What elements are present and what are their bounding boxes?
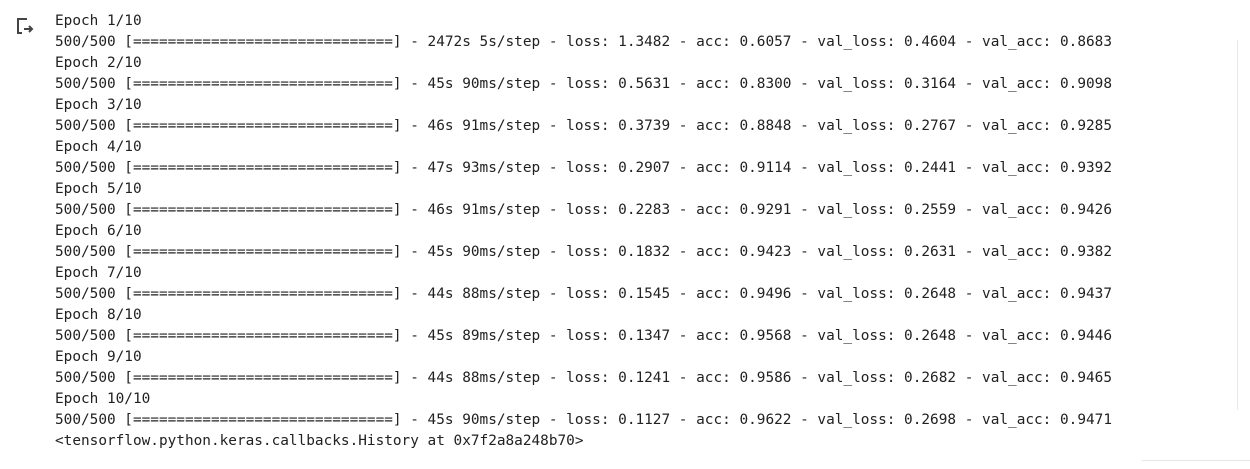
progress-line: 500/500 [==============================]… — [55, 328, 1112, 344]
progress-line: 500/500 [==============================]… — [55, 286, 1112, 302]
epoch-line: Epoch 5/10 — [55, 181, 142, 197]
epoch-line: Epoch 10/10 — [55, 391, 151, 407]
progress-line: 500/500 [==============================]… — [55, 412, 1112, 428]
progress-line: 500/500 [==============================]… — [55, 76, 1112, 92]
epoch-line: Epoch 1/10 — [55, 13, 142, 29]
epoch-line: Epoch 8/10 — [55, 307, 142, 323]
output-redirect-icon[interactable] — [13, 14, 37, 38]
epoch-line: Epoch 9/10 — [55, 349, 142, 365]
progress-line: 500/500 [==============================]… — [55, 118, 1112, 134]
epoch-line: Epoch 7/10 — [55, 265, 142, 281]
progress-line: 500/500 [==============================]… — [55, 160, 1112, 176]
progress-line: 500/500 [==============================]… — [55, 370, 1112, 386]
history-repr-line: <tensorflow.python.keras.callbacks.Histo… — [55, 433, 584, 449]
epoch-line: Epoch 4/10 — [55, 139, 142, 155]
output-scrollbar[interactable] — [1237, 40, 1250, 410]
training-log: Epoch 1/10 500/500 [=====================… — [55, 11, 1112, 452]
progress-line: 500/500 [==============================]… — [55, 244, 1112, 260]
epoch-line: Epoch 3/10 — [55, 97, 142, 113]
progress-line: 500/500 [==============================]… — [55, 34, 1112, 50]
output-divider — [1142, 460, 1250, 461]
epoch-line: Epoch 6/10 — [55, 223, 142, 239]
progress-line: 500/500 [==============================]… — [55, 202, 1112, 218]
epoch-line: Epoch 2/10 — [55, 55, 142, 71]
